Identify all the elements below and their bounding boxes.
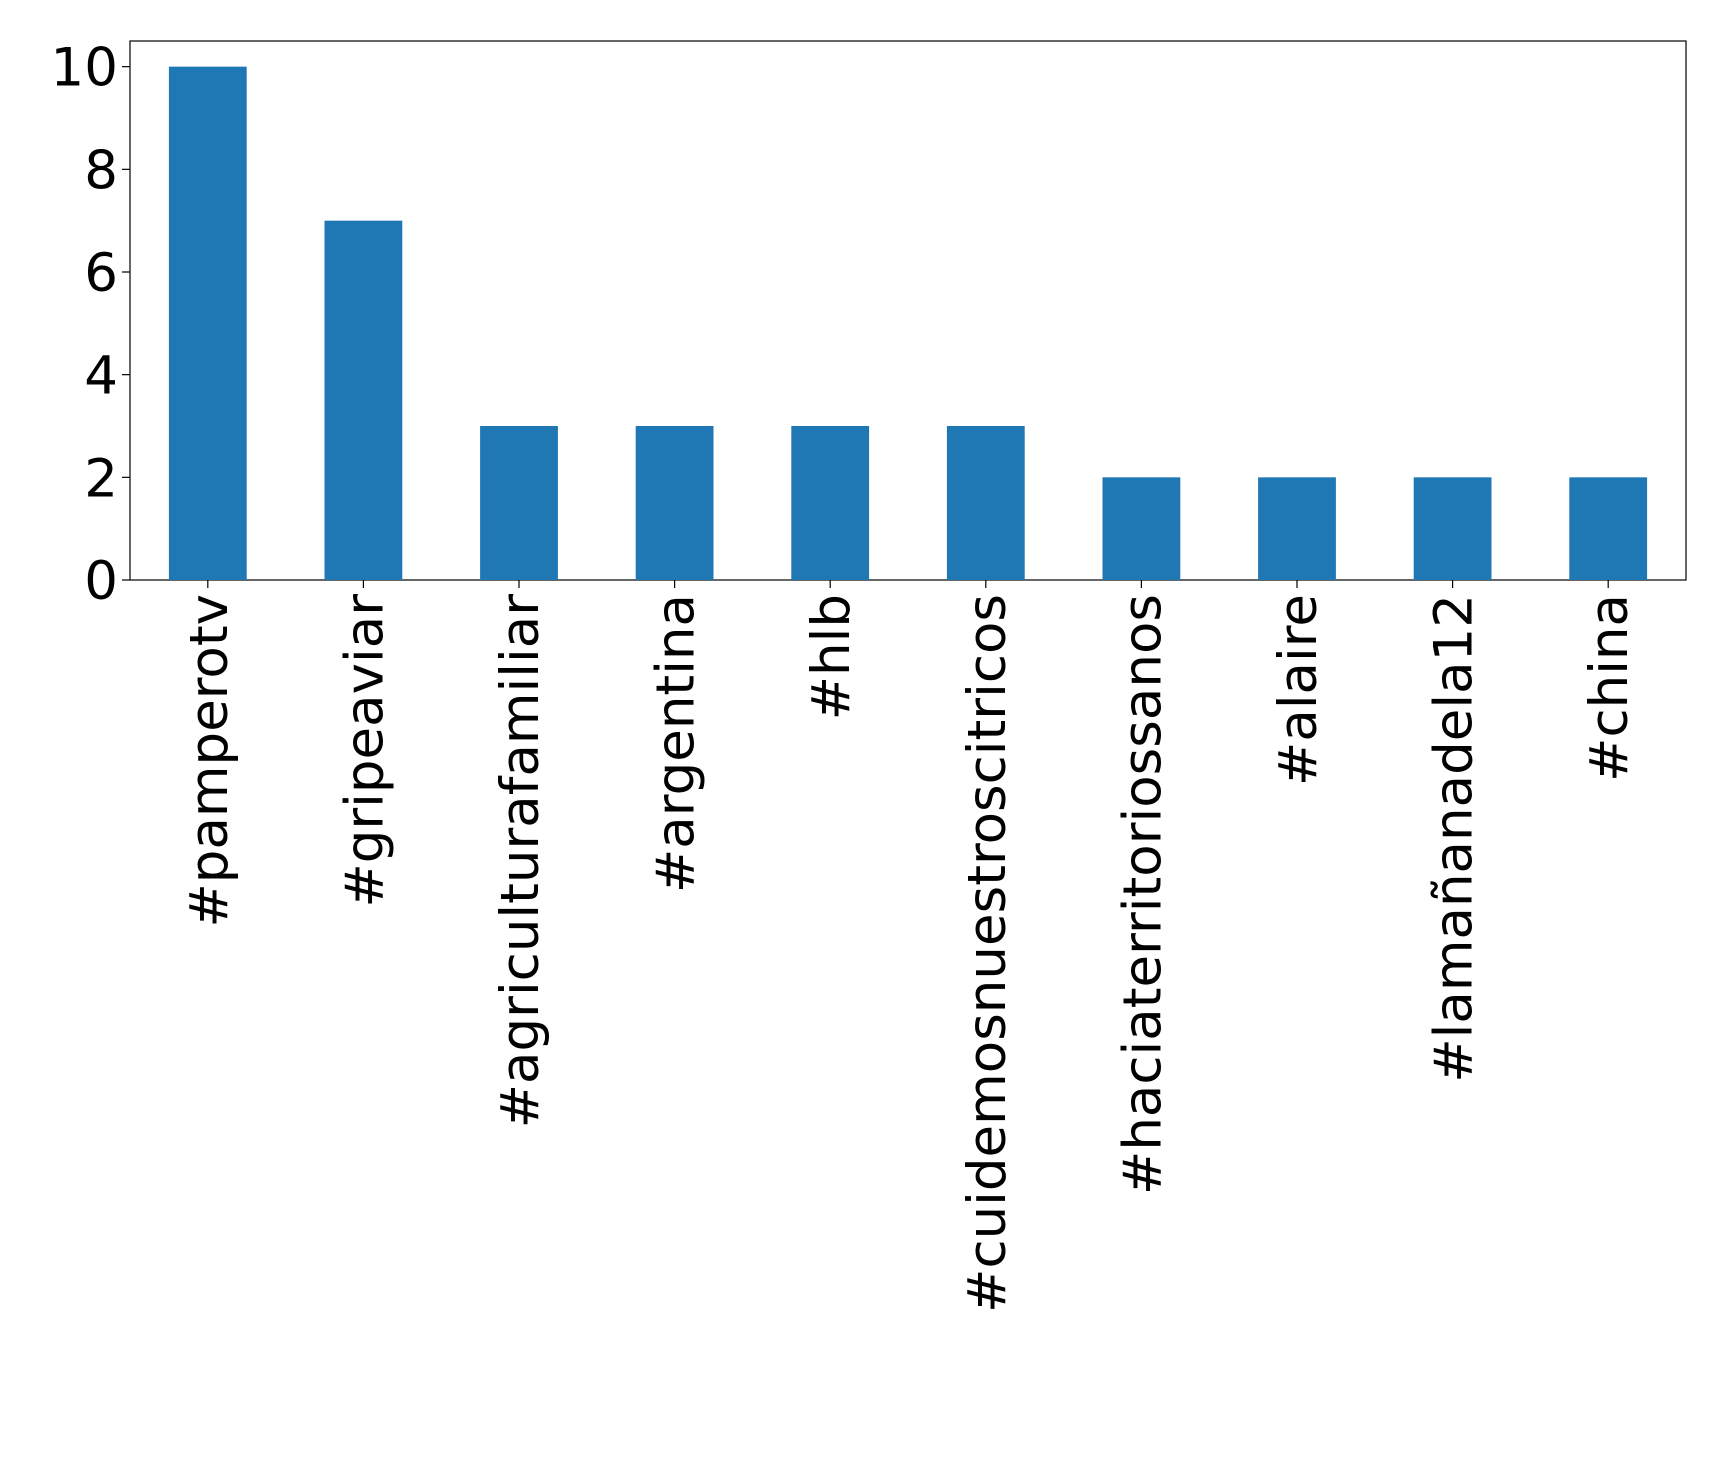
y-tick-label: 0 — [84, 551, 118, 612]
y-tick-label: 6 — [84, 243, 118, 304]
bar — [791, 426, 870, 580]
y-tick-label: 10 — [51, 38, 118, 99]
bar — [1258, 477, 1336, 580]
bar — [635, 426, 714, 580]
bar — [1569, 477, 1648, 580]
x-tick-label: #pamperotv — [179, 594, 240, 928]
x-tick-label: #lamañanadela12 — [1424, 594, 1485, 1083]
bar — [946, 426, 1025, 580]
y-tick-label: 8 — [84, 140, 118, 201]
plot-frame — [129, 40, 1687, 581]
x-tick-label: #hlb — [801, 594, 862, 720]
y-tick-label: 2 — [84, 448, 118, 509]
x-tick-label: #cuidemosnuestroscitricos — [957, 594, 1018, 1313]
bar — [1102, 477, 1181, 580]
x-tick-label: #agriculturafamiliar — [490, 594, 551, 1129]
bar — [1413, 477, 1492, 580]
y-tick-label: 4 — [84, 346, 118, 407]
x-tick-label: #alaire — [1268, 594, 1329, 786]
bar — [168, 66, 247, 580]
x-tick-label: #haciaterritoriossanos — [1112, 594, 1173, 1195]
x-tick-label: #china — [1579, 594, 1640, 782]
bar — [480, 426, 558, 580]
x-tick-label: #argentina — [646, 594, 707, 893]
bar — [324, 220, 403, 580]
x-tick-label: #gripeaviar — [334, 594, 395, 908]
